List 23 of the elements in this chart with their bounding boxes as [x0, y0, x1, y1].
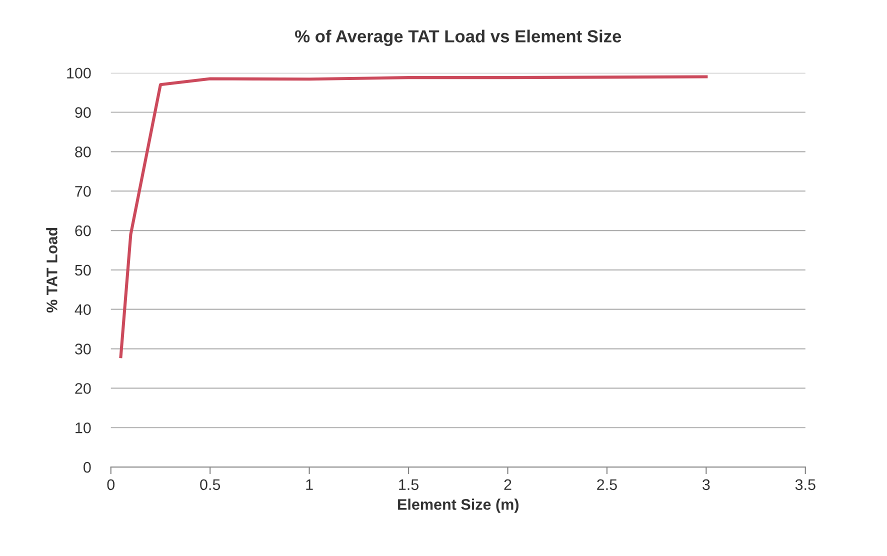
- y-tick-label: 10: [76, 422, 91, 434]
- chart-title: % of Average TAT Load vs Element Size: [295, 30, 622, 46]
- y-tick-label: 30: [75, 344, 91, 354]
- y-tick-label: 60: [75, 225, 91, 236]
- x-tick-label: 3.5: [795, 479, 816, 490]
- y-tick-label: 90: [75, 107, 91, 118]
- x-tick-label: 3: [702, 479, 710, 490]
- x-tick-label: 1.5: [399, 479, 419, 490]
- y-tick-label: 40: [74, 304, 91, 316]
- line-series: [119, 75, 708, 358]
- y-tick-label: 50: [75, 264, 91, 276]
- y-tick-label: 20: [75, 383, 91, 394]
- y-tick-label: 100: [67, 68, 91, 79]
- x-tick-label: 2.5: [597, 479, 617, 490]
- x-tick-label: 2: [504, 479, 512, 490]
- y-tick-label: 0: [84, 462, 91, 473]
- x-tick-label: 0: [107, 479, 115, 490]
- x-tick-label: 1: [306, 479, 313, 490]
- y-tick-label: 80: [75, 146, 91, 158]
- y-tick-label: 70: [75, 186, 91, 197]
- y-axis-title: % TAT Load: [46, 228, 58, 313]
- x-tick-label: 0.5: [200, 479, 220, 490]
- x-axis-title: Element Size (m): [398, 498, 519, 513]
